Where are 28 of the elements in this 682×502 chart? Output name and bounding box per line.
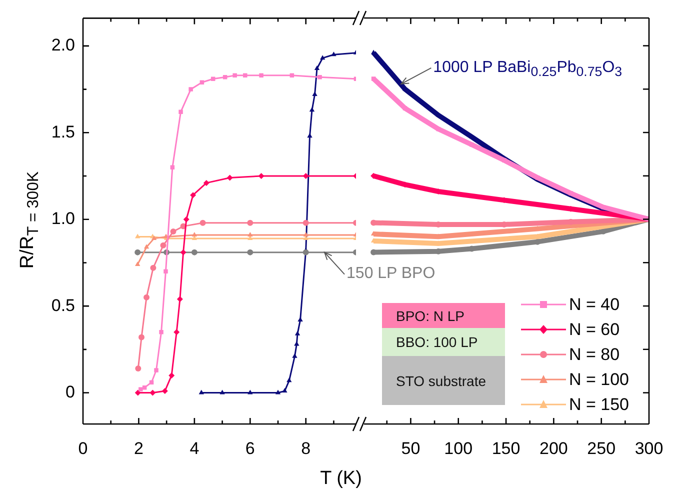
annotation: STO substrate [382, 356, 505, 405]
legend-label: N = 100 [569, 370, 630, 390]
annotation: BBO: 100 LP [382, 328, 505, 356]
layer-stack-diagram: BPO: N LP BBO: 100 LP STO substrate [382, 303, 505, 405]
y-tick-label: 0 [66, 382, 75, 402]
x-tick-label: 150 [492, 438, 520, 458]
x-tick-label: 250 [587, 438, 616, 458]
legend-label: N = 80 [569, 344, 620, 364]
x-tick-label: 4 [190, 438, 200, 458]
legend-label: N = 150 [569, 394, 630, 414]
legend-label: N = 60 [569, 320, 620, 340]
y-tick-label: 0.5 [51, 296, 75, 315]
x-tick-label: 8 [301, 438, 311, 458]
x-tick-label: 300 [634, 438, 664, 458]
x-tick-label: 0 [78, 438, 88, 458]
annotation: 1000 LP BaBi$_{0.25}$Pb$_{0.75}$O$_{3}$ [433, 58, 622, 82]
x-tick-label: 2 [134, 438, 144, 458]
y-tick-label: 1.5 [51, 122, 75, 142]
x-axis-title: T (K) [319, 468, 363, 490]
x-tick-label: 200 [539, 438, 568, 458]
annotation: BPO: N LP [382, 303, 505, 328]
x-tick-label: 50 [401, 438, 420, 458]
y-tick-label: 2.0 [51, 36, 75, 55]
annotation: 150 LP BPO [346, 264, 436, 284]
x-tick-label: 6 [245, 438, 255, 458]
legend-label: N = 40 [569, 294, 620, 314]
x-tick-label: 100 [444, 438, 473, 458]
y-tick-label: 1.0 [51, 209, 75, 228]
